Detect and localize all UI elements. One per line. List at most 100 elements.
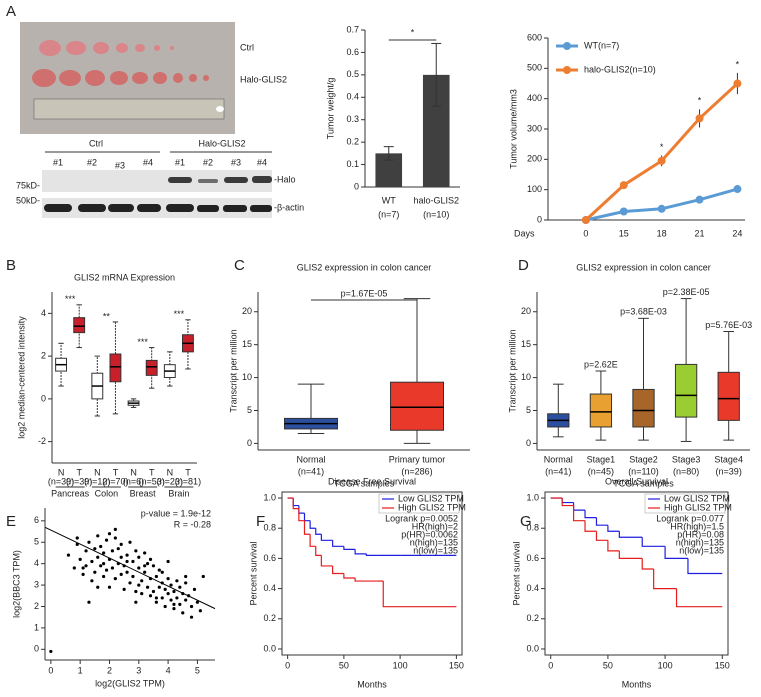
point: [107, 585, 112, 589]
x-axis-label: Months: [622, 679, 652, 689]
point: [99, 544, 103, 549]
survival-step: [687, 558, 723, 575]
point: [116, 547, 120, 551]
x-tick-label: 100: [393, 660, 408, 670]
y-tick-label: 0.5: [346, 69, 359, 79]
y-tick-label: -2: [38, 436, 46, 446]
survival-step: [584, 510, 597, 519]
x-tick-label: WT: [382, 195, 396, 205]
significance: ***: [65, 294, 76, 304]
blot-group: Ctrl: [89, 138, 103, 148]
legend-marker: [563, 42, 571, 50]
survival-step: [382, 581, 457, 608]
box: [390, 381, 444, 431]
survival-step: [315, 528, 322, 535]
lane-label: #1: [175, 157, 185, 167]
p-value: p=1.67E-05: [341, 288, 388, 298]
y-tick-label: 0.6: [526, 553, 539, 563]
point: [201, 574, 205, 579]
point: [104, 568, 109, 572]
y-tick-label: 0.3: [346, 114, 359, 124]
legend-label: halo-GLIS2(n=10): [584, 64, 656, 74]
point: [102, 574, 106, 579]
survival-step: [320, 534, 333, 541]
survival-step: [315, 546, 322, 556]
significance: **: [103, 311, 111, 321]
x-tick-label: 2: [107, 665, 112, 675]
point: [119, 572, 123, 576]
point: [166, 559, 170, 564]
x-tick-label: T: [185, 467, 191, 477]
point: [160, 596, 164, 600]
band: [250, 205, 272, 212]
y-tick-label: 15: [242, 339, 252, 349]
point: [145, 562, 150, 566]
point: [184, 581, 188, 585]
stat: p(HR)=0.08: [677, 529, 724, 539]
annotation: p-value = 1.9e-12: [141, 508, 211, 518]
tumor: [66, 41, 86, 55]
point: [128, 540, 132, 544]
point: [184, 574, 188, 579]
survival-step: [572, 505, 586, 522]
x-axis-label: TCGA samples: [613, 478, 674, 488]
point: [110, 566, 115, 570]
western-blot: Ctrl Halo-GLIS2 #1 #2 #3 #4 #1 #2 #3 #4: [16, 138, 304, 218]
chart-title: GLIS2 expression in colon cancer: [297, 262, 432, 272]
tumor: [170, 46, 174, 50]
point: [143, 551, 147, 555]
tumor: [153, 72, 167, 84]
point: [175, 596, 179, 600]
p-value: p=5.76E-03: [705, 320, 752, 330]
y-tick-label: 0: [34, 644, 39, 654]
y-tick-label: 10: [521, 372, 531, 382]
significance: *: [698, 96, 702, 106]
point: [110, 549, 115, 553]
point: [143, 570, 147, 574]
band: [78, 204, 106, 212]
band: [197, 205, 219, 212]
survival-step: [354, 578, 378, 582]
point: [172, 602, 176, 606]
point: [172, 607, 176, 611]
point: [128, 581, 132, 585]
point: [125, 559, 129, 564]
point: [119, 542, 123, 546]
y-axis-label: Percent survival: [248, 541, 258, 605]
x-tick-label: T: [149, 467, 155, 477]
tumor: [93, 42, 109, 54]
x-tick-label: Normal: [544, 454, 573, 464]
x-tick-label: 150: [715, 660, 730, 670]
group-label: Pancreas: [51, 488, 90, 498]
y-tick-label: 4: [34, 558, 39, 568]
panel-labels: A B C D E F G: [6, 3, 532, 530]
point: [81, 566, 85, 570]
point: [102, 562, 106, 566]
survival-step: [607, 525, 620, 532]
legend-marker: [563, 66, 571, 74]
x-axis-label: Months: [357, 679, 387, 689]
x-tick-label: 3: [136, 665, 141, 675]
y-tick-label: 1: [34, 622, 39, 632]
y-tick-label: 5: [247, 405, 252, 415]
x-tick-label: 18: [657, 228, 667, 238]
chart-title: GLIS2 expression in colon cancer: [576, 262, 711, 272]
tumor: [110, 71, 128, 85]
x-tick-note: (n=80): [673, 466, 699, 476]
survival-step: [584, 520, 597, 532]
box: [674, 363, 698, 418]
box: [717, 371, 740, 421]
point: [113, 527, 117, 532]
y-tick-label: 200: [527, 154, 542, 164]
y-tick-label: 0: [247, 438, 252, 448]
survival-step: [595, 517, 608, 526]
point: [169, 598, 173, 602]
significance: *: [736, 59, 740, 69]
point: [148, 594, 153, 598]
x-tick-note: (n=10): [423, 209, 449, 219]
y-tick-label: 300: [527, 123, 542, 133]
band: [108, 204, 134, 212]
point: [122, 587, 126, 591]
series-marker: [657, 204, 666, 213]
